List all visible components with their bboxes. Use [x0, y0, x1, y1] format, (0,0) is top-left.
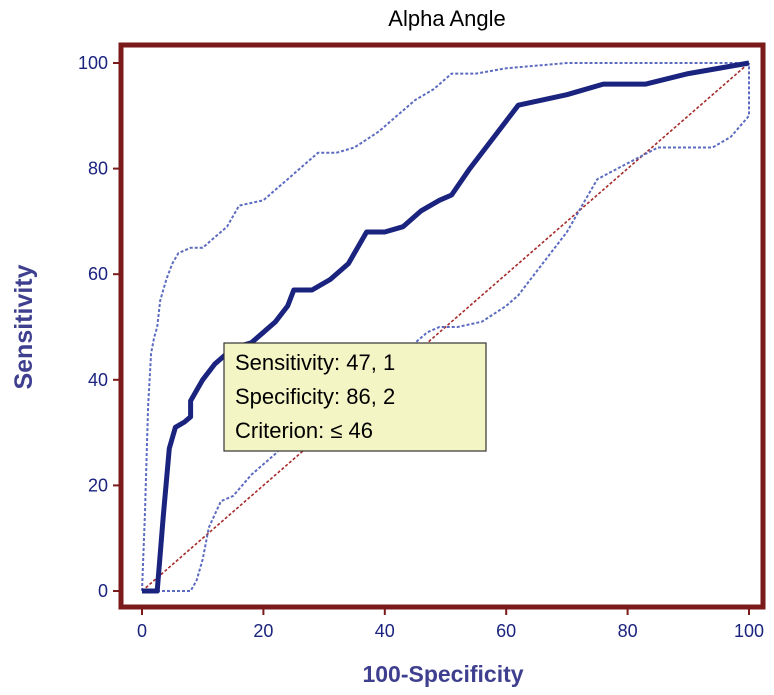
series-layer: [141, 60, 750, 594]
annotation-criterion: Criterion: ≤ 46: [235, 418, 373, 443]
annotation-background: [223, 342, 487, 452]
annotation-box: Sensitivity: 47, 1 Specificity: 86, 2 Cr…: [223, 342, 487, 452]
y-tick-label: 20: [88, 475, 108, 495]
y-tick-label: 80: [88, 159, 108, 179]
reference-diagonal: [141, 62, 750, 592]
x-tick-label: 60: [496, 621, 516, 641]
annotation-sensitivity: Sensitivity: 47, 1: [235, 350, 395, 375]
roc-curve: [142, 60, 750, 594]
x-tick-label: 80: [618, 621, 638, 641]
y-tick-label: 40: [88, 370, 108, 390]
x-tick-label: 0: [137, 621, 147, 641]
ci-upper-line: [141, 62, 749, 592]
y-tick-label: 60: [88, 264, 108, 284]
ticks-layer: 0 20 40 60 80 100 0 20 40 60 80 100: [78, 53, 764, 641]
x-tick-label: 100: [734, 621, 764, 641]
y-axis-label: Sensitivity: [10, 264, 38, 389]
x-tick-label: 20: [253, 621, 273, 641]
annotation-specificity: Specificity: 86, 2: [235, 384, 395, 409]
ci-lower-line: [142, 63, 750, 592]
x-tick-label: 40: [375, 621, 395, 641]
y-tick-label: 100: [78, 53, 108, 73]
x-axis-label: 100-Specificity: [362, 661, 523, 687]
plot-frame: [118, 42, 766, 610]
y-tick-label: 0: [98, 581, 108, 601]
chart-title: Alpha Angle: [388, 6, 505, 31]
